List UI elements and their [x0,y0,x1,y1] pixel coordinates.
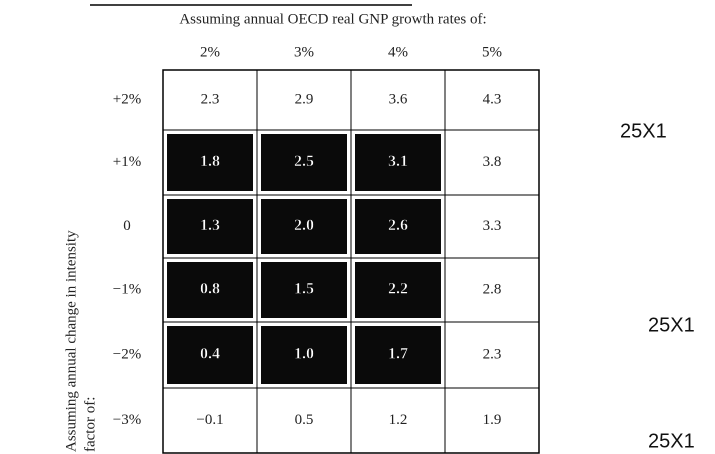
cell-value: 2.0 [294,217,314,234]
cell-value: 1.0 [294,346,314,363]
row-label: −1% [113,281,141,297]
cell-shade [167,134,253,191]
cell-shade [355,326,441,384]
row-label: −2% [113,346,141,362]
column-header: 5% [482,44,502,60]
cell-value: 2.9 [295,91,314,107]
cell-value: 0.5 [295,412,314,428]
cell-value: 3.6 [389,91,408,107]
cell-value: 4.3 [483,91,502,107]
cell-value: 2.6 [388,217,408,234]
cell-shade [261,134,347,191]
cell-value: 3.3 [483,218,502,234]
cell-value: 1.8 [200,153,220,170]
cell-value: 3.8 [483,154,502,170]
cell-value: 0.4 [200,346,220,363]
cell-shade [261,326,347,384]
cell-value: 1.2 [389,412,408,428]
cell-shade [355,262,441,318]
cell-value: 2.8 [483,281,502,297]
row-label: −3% [113,412,141,428]
cell-value: 1.5 [294,281,314,298]
cell-shade [167,326,253,384]
cell-value: 1.9 [483,412,502,428]
cell-shade [167,199,253,254]
row-label: +1% [113,154,141,170]
cell-value: −0.1 [196,412,223,428]
cell-value: 2.2 [388,281,408,298]
cell-value: 1.3 [200,217,220,234]
cell-shade [355,199,441,254]
stamp: 25X1 [648,430,695,452]
side-label-line: Assuming annual change in intensity [63,230,79,452]
column-header: 2% [200,44,220,60]
row-label: 0 [123,218,131,234]
cell-value: 2.5 [294,153,314,170]
cell-value: 3.1 [388,153,408,170]
side-label-line: factor of: [82,397,98,452]
column-header: 4% [388,44,408,60]
side-label: Assuming annual change in intensity fact… [63,230,98,452]
cell-value: 2.3 [201,91,220,107]
column-header: 3% [294,44,314,60]
stamp: 25X1 [620,120,667,142]
cell-shade [355,134,441,191]
cell [444,387,540,454]
cell-shade [167,262,253,318]
row-label: +2% [113,91,141,107]
cell-shade [261,262,347,318]
table-title: Assuming annual OECD real GNP growth rat… [179,11,486,27]
stamp: 25X1 [648,314,695,336]
cell-value: 2.3 [483,346,502,362]
cell-shade [261,199,347,254]
cell-value: 1.7 [388,346,408,363]
cell-value: 0.8 [200,281,220,298]
